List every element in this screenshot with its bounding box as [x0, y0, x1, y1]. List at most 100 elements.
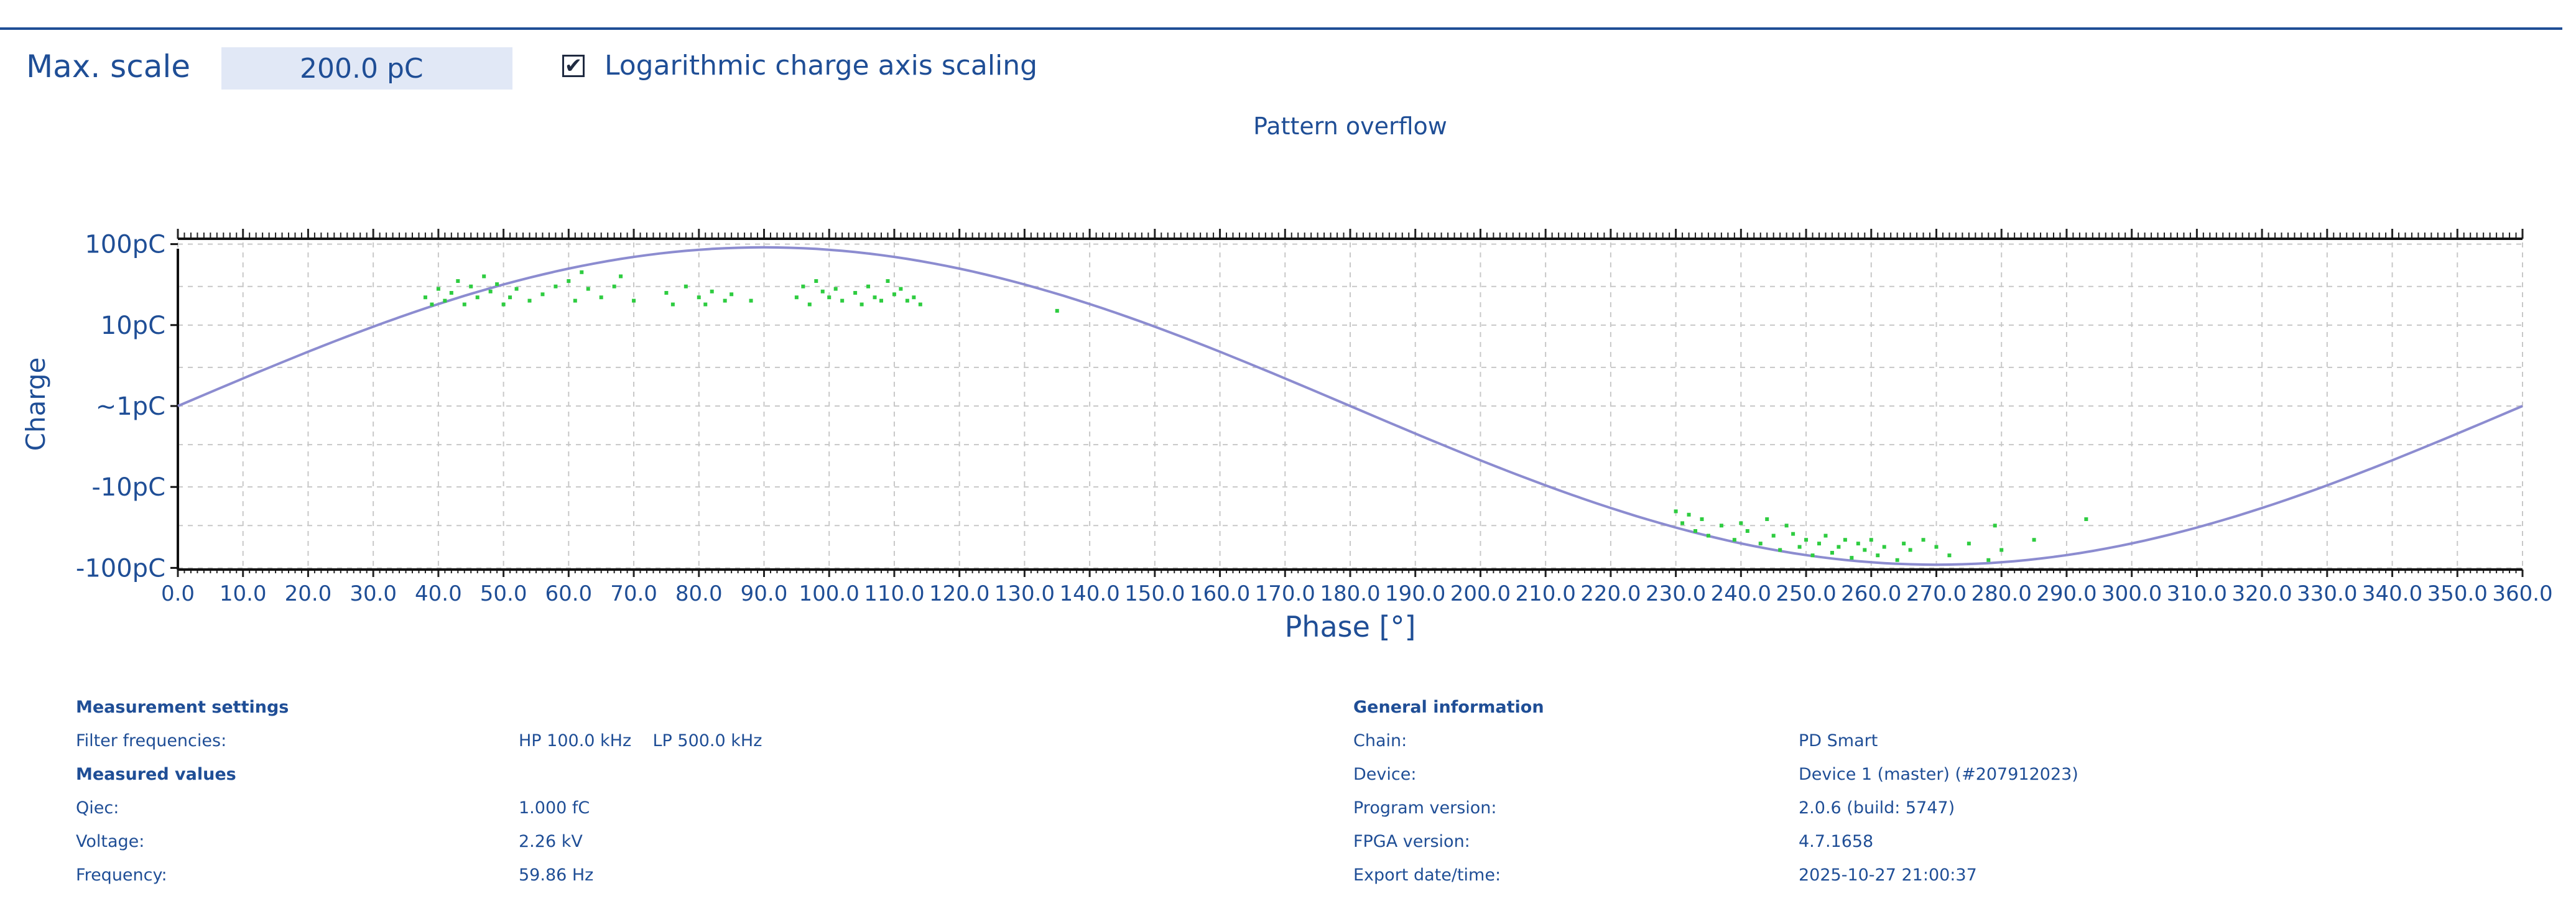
export-datetime-label: Export date/time:	[1353, 866, 1501, 885]
program-version-value: 2.0.6 (build: 5747)	[1799, 798, 1955, 818]
pd-pulse-point	[827, 295, 832, 300]
program-version-label: Program version:	[1353, 798, 1497, 818]
x-tick-label: 180.0	[1320, 581, 1380, 606]
pd-pulse-point	[1765, 517, 1769, 521]
top-divider	[0, 27, 2562, 30]
pd-pulse-point	[1791, 532, 1795, 536]
y-tick-label: 100pC	[85, 231, 165, 259]
frequency-label: Frequency:	[76, 866, 167, 885]
fpga-version-label: FPGA version:	[1353, 832, 1470, 851]
pd-pulse-point	[1823, 533, 1828, 538]
fpga-version-value: 4.7.1658	[1799, 832, 1874, 851]
x-tick-label: 130.0	[994, 581, 1055, 606]
x-tick-label: 280.0	[1971, 581, 2032, 606]
log-scale-checkbox[interactable]: ✔	[562, 55, 585, 77]
pd-pulse-point	[430, 302, 434, 307]
pd-pulse-point	[1693, 529, 1698, 533]
max-scale-label: Max. scale	[26, 48, 190, 85]
pd-pulse-point	[749, 298, 753, 303]
pd-pulse-point	[1869, 538, 1873, 542]
measured-values-title: Measured values	[76, 765, 236, 784]
y-tick-label: -10pC	[91, 473, 165, 502]
pd-pulse-point	[495, 282, 499, 287]
pd-pulse-point	[1706, 533, 1710, 538]
pd-pulse-point	[670, 302, 675, 307]
pd-pulse-point	[1876, 553, 1880, 558]
pd-pulse-point	[1810, 553, 1815, 558]
x-tick-label: 340.0	[2362, 581, 2422, 606]
pd-pulse-point	[501, 302, 506, 307]
pd-pulse-point	[905, 298, 909, 303]
chart-title: Pattern overflow	[1253, 113, 1447, 140]
pd-pulse-point	[1947, 553, 1952, 558]
pd-pulse-point	[2032, 538, 2036, 542]
pd-pulse-point	[1797, 545, 1802, 549]
x-tick-label: 310.0	[2167, 581, 2227, 606]
pd-pulse-point	[723, 298, 727, 303]
x-tick-label: 170.0	[1255, 581, 1315, 606]
x-tick-label: 360.0	[2492, 581, 2552, 606]
x-tick-label: 270.0	[1906, 581, 1967, 606]
export-datetime-value: 2025-10-27 21:00:37	[1799, 866, 1977, 885]
pd-pulse-point	[527, 298, 532, 303]
pd-pulse-point	[1700, 517, 1704, 521]
x-tick-label: 250.0	[1776, 581, 1836, 606]
pd-pulse-point	[1830, 551, 1834, 555]
x-tick-label: 300.0	[2101, 581, 2162, 606]
pd-pulse-point	[1674, 509, 1678, 514]
x-tick-label: 190.0	[1385, 581, 1445, 606]
pd-pulse-point	[697, 295, 701, 300]
pd-pulse-point	[1921, 538, 1925, 542]
x-tick-label: 260.0	[1841, 581, 1901, 606]
pd-pulse-point	[554, 284, 558, 289]
x-tick-label: 0.0	[161, 581, 195, 606]
x-tick-label: 40.0	[415, 581, 462, 606]
general-information-title: General information	[1353, 698, 1544, 717]
pd-pulse-point	[664, 291, 669, 295]
x-tick-label: 50.0	[480, 581, 527, 606]
x-tick-label: 20.0	[285, 581, 332, 606]
pd-pulse-point	[443, 298, 447, 303]
pd-pulse-point	[540, 292, 545, 297]
pd-pulse-point	[710, 289, 714, 293]
measurement-settings-title: Measurement settings	[76, 698, 289, 717]
pd-pulse-point	[436, 287, 440, 291]
pd-pulse-point	[482, 274, 486, 279]
x-tick-label: 70.0	[610, 581, 657, 606]
pd-pulse-point	[879, 298, 883, 303]
pd-pulse-point	[801, 284, 805, 289]
max-scale-input[interactable]	[221, 47, 512, 90]
pd-pulse-point	[833, 287, 838, 291]
pd-pulse-point	[488, 289, 493, 293]
pd-pulse-point	[612, 284, 616, 289]
x-axis-label: Phase [°]	[1285, 610, 1416, 644]
x-tick-label: 200.0	[1450, 581, 1511, 606]
pd-pulse-point	[859, 302, 864, 307]
x-tick-label: 60.0	[545, 581, 592, 606]
x-tick-label: 160.0	[1190, 581, 1250, 606]
pd-pulse-point	[599, 295, 603, 300]
pd-pulse-point	[1967, 542, 1971, 546]
pd-pulse-point	[1850, 556, 1854, 560]
x-tick-label: 120.0	[929, 581, 989, 606]
pd-pulse-point	[853, 291, 858, 295]
pd-pulse-point	[619, 274, 623, 279]
device-value: Device 1 (master) (#207912023)	[1799, 765, 2078, 784]
pd-pulse-point	[475, 295, 480, 300]
pd-pulse-point	[873, 295, 877, 300]
x-tick-label: 350.0	[2427, 581, 2488, 606]
pd-pulse-point	[1687, 512, 1691, 517]
log-scale-label[interactable]: Logarithmic charge axis scaling	[605, 50, 1038, 81]
x-tick-label: 230.0	[1646, 581, 1706, 606]
y-tick-label: 10pC	[101, 312, 165, 340]
pd-pulse-point	[814, 279, 818, 283]
pd-pulse-point	[1856, 542, 1860, 546]
x-tick-label: 110.0	[864, 581, 924, 606]
pd-pulse-point	[1817, 542, 1821, 546]
pd-pulse-point	[886, 279, 890, 283]
x-tick-label: 100.0	[799, 581, 859, 606]
pd-pulse-point	[918, 302, 922, 307]
frequency-value: 59.86 Hz	[519, 866, 594, 885]
x-tick-label: 290.0	[2036, 581, 2096, 606]
pd-pulse-point	[820, 289, 825, 293]
